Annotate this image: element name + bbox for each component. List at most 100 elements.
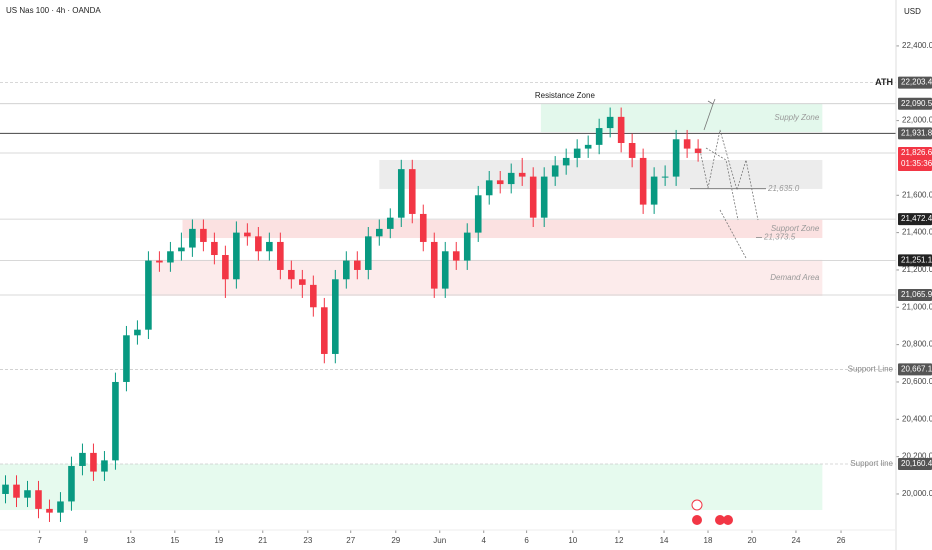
projection-path — [705, 147, 739, 221]
candle-body — [266, 241, 273, 252]
candle-body — [112, 381, 119, 461]
candle-body — [529, 176, 537, 218]
candle-body — [299, 279, 306, 285]
x-tick-label: 15 — [170, 536, 179, 545]
candle-body — [650, 176, 658, 205]
level-note: Support line — [850, 459, 893, 468]
candle-body — [211, 241, 218, 256]
x-tick-label: 23 — [303, 536, 312, 545]
candle-body — [46, 508, 53, 513]
price-tag — [898, 288, 932, 301]
event-icons — [691, 499, 733, 525]
x-tick-label: 24 — [792, 536, 801, 545]
y-tick-label: 20,000.0 — [902, 489, 932, 498]
candle-body — [683, 139, 691, 149]
x-tick-label: 10 — [568, 536, 577, 545]
y-tick-label: 21,600.0 — [902, 190, 932, 199]
candle-body — [606, 116, 614, 129]
price-tag — [898, 97, 932, 110]
x-tick-label: 9 — [84, 536, 89, 545]
annotation-label: 21,635.0 — [767, 184, 800, 193]
zone-label: Demand Area — [770, 273, 820, 282]
price-tag-label: 21,251.1 — [901, 256, 932, 265]
candle-body — [244, 232, 251, 237]
candle-body — [584, 144, 592, 149]
annotation-label: 21,373.5 — [763, 233, 796, 242]
price-tag — [898, 458, 932, 471]
price-tag-label: 21,931.8 — [901, 128, 932, 137]
x-tick-label: 6 — [524, 536, 529, 545]
level-note: Support Line — [848, 365, 894, 374]
candle-body — [397, 169, 405, 218]
candle-body — [386, 217, 394, 229]
candle-body — [408, 169, 416, 214]
candle-body — [474, 195, 482, 233]
arrow-head — [707, 98, 716, 105]
x-tick-label: 4 — [482, 536, 487, 545]
candle-body — [343, 260, 350, 280]
y-tick-label: 22,000.0 — [902, 116, 932, 125]
price-tag-label: 22,090.5 — [901, 99, 932, 108]
price-tag-label: 20,667.1 — [901, 365, 932, 374]
candle-body — [694, 148, 702, 153]
candle-body — [277, 241, 284, 270]
projection-path — [699, 129, 759, 221]
candle-body — [507, 172, 515, 185]
y-tick-label: 21,400.0 — [902, 228, 932, 237]
y-tick-label: 20,600.0 — [902, 377, 932, 386]
candle-body — [595, 128, 603, 145]
price-tag — [898, 254, 932, 267]
zone — [182, 219, 823, 239]
candle-body — [123, 335, 130, 382]
candle-body — [255, 236, 262, 252]
price-tag — [898, 363, 932, 376]
price-tag — [898, 146, 932, 171]
y-tick-label: 21,200.0 — [902, 265, 932, 274]
candle-body — [628, 143, 636, 158]
zone — [0, 463, 823, 511]
x-tick-label: 12 — [615, 536, 624, 545]
x-tick-label: 13 — [126, 536, 135, 545]
price-timer: 01:35:36 — [901, 159, 932, 168]
x-tick-label: 26 — [837, 536, 846, 545]
icon — [715, 515, 725, 525]
price-tag-label: 21,826.6 — [901, 148, 932, 157]
icon — [723, 515, 733, 525]
zone-title: Resistance Zone — [535, 91, 596, 100]
x-tick-label: 20 — [748, 536, 757, 545]
candle-body — [639, 157, 647, 205]
candle-body — [222, 255, 229, 280]
candle-body — [463, 232, 471, 261]
candle-body — [189, 228, 196, 248]
y-tick-label: 20,400.0 — [902, 414, 932, 423]
x-tick-label: 21 — [258, 536, 267, 545]
y-tick-label: 21,000.0 — [902, 302, 932, 311]
candle-body — [145, 260, 152, 330]
candle-body — [24, 490, 31, 498]
zone-label: Support Zone — [771, 224, 820, 233]
x-tick-label: 29 — [391, 536, 400, 545]
candle-body — [441, 251, 449, 289]
candle-body — [2, 484, 9, 494]
candle-body — [57, 501, 64, 513]
zone — [147, 259, 823, 296]
x-tick-label: 14 — [660, 536, 669, 545]
zone-label: Supply Zone — [774, 113, 819, 122]
price-tag — [898, 213, 932, 226]
candle-body — [672, 139, 680, 177]
projection — [699, 98, 759, 259]
candle-body — [288, 269, 295, 280]
arrow — [703, 103, 714, 131]
candle-body — [35, 490, 42, 509]
candle-body — [332, 279, 339, 354]
candle-body — [375, 228, 383, 237]
candle-body — [364, 236, 372, 270]
zone — [379, 159, 823, 189]
candle-body — [134, 329, 141, 336]
candle-body — [13, 484, 20, 498]
price-tag-label: 20,160.4 — [901, 459, 932, 468]
candle-body — [419, 213, 427, 242]
candle-body — [496, 180, 504, 185]
candle-body — [485, 180, 493, 196]
